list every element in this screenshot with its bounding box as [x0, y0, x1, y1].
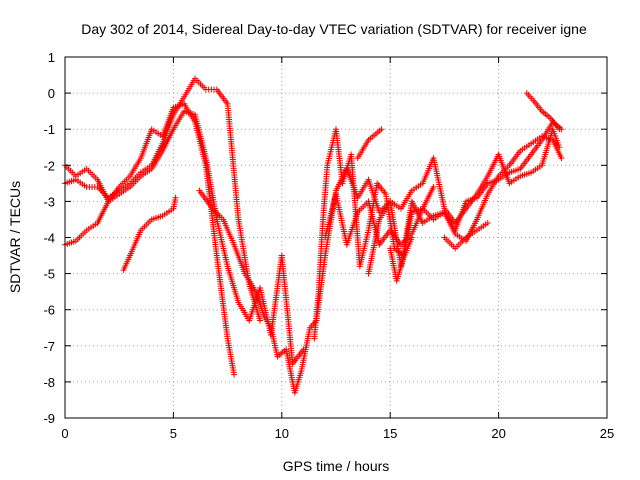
data-point — [172, 194, 179, 201]
data-point — [257, 317, 264, 324]
grid — [65, 57, 607, 418]
y-tick-label: -6 — [43, 303, 55, 318]
x-tick-label: 5 — [170, 426, 177, 441]
x-tick-label: 20 — [491, 426, 505, 441]
y-axis-label: SDTVAR / TECUs — [7, 181, 23, 293]
y-tick-label: -3 — [43, 194, 55, 209]
x-tick-label: 10 — [275, 426, 289, 441]
y-tick-label: 1 — [48, 50, 55, 65]
x-tick-label: 25 — [600, 426, 614, 441]
y-tick-label: -8 — [43, 375, 55, 390]
data-marks — [62, 75, 565, 396]
x-tick-label: 15 — [383, 426, 397, 441]
data-point — [430, 183, 437, 190]
y-tick-label: -4 — [43, 231, 55, 246]
data-point — [556, 126, 563, 133]
y-tick-label: -7 — [43, 339, 55, 354]
x-axis-label: GPS time / hours — [283, 458, 390, 474]
chart-title: Day 302 of 2014, Sidereal Day-to-day VTE… — [81, 21, 587, 37]
data-point — [231, 371, 238, 378]
y-tick-label: -9 — [43, 411, 55, 426]
y-tick-label: -2 — [43, 158, 55, 173]
y-tick-label: -1 — [43, 122, 55, 137]
data-point — [484, 220, 491, 227]
data-point — [378, 126, 385, 133]
y-tick-label: -5 — [43, 267, 55, 282]
data-point — [558, 155, 565, 162]
y-tick-label: 0 — [48, 86, 55, 101]
data-point — [408, 234, 415, 241]
x-tick-label: 0 — [61, 426, 68, 441]
data-point — [556, 144, 563, 151]
